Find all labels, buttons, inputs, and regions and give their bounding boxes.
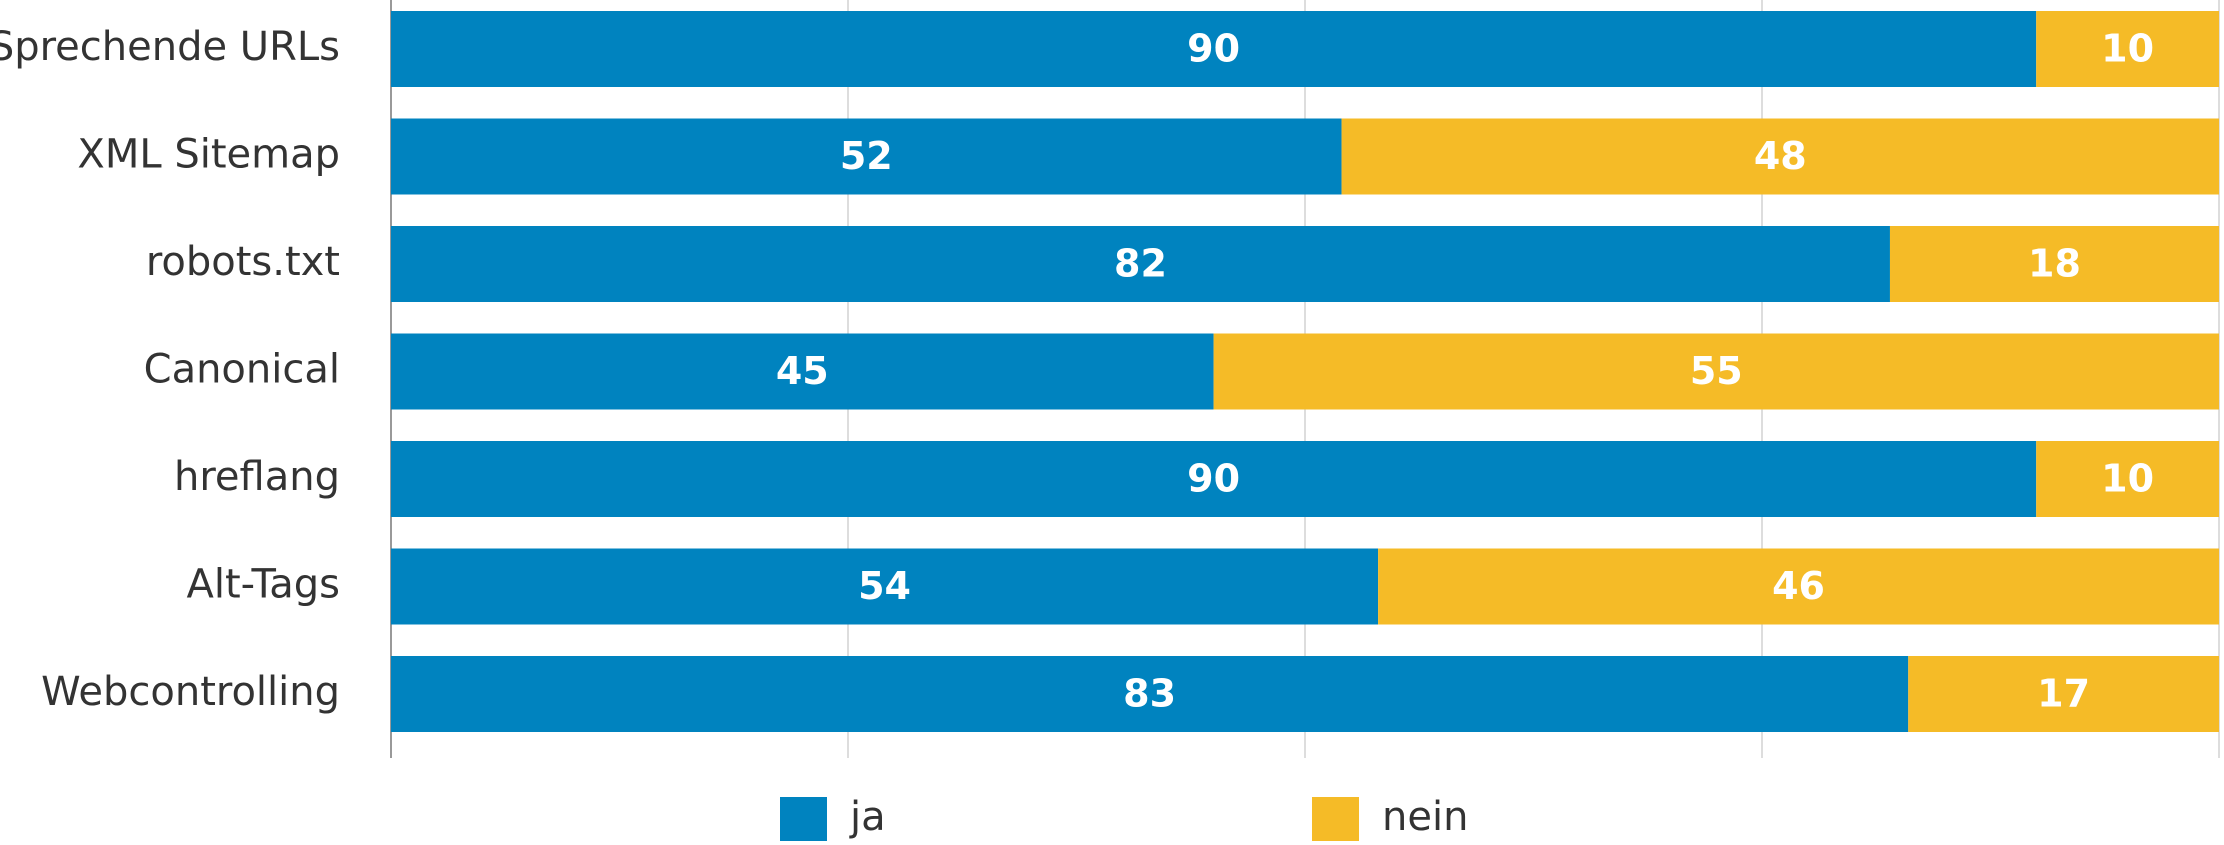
bar-segment <box>2036 441 2219 517</box>
bar-segment <box>391 333 1214 410</box>
value-label: 54 <box>858 564 911 608</box>
y-tick-label: Alt-Tags <box>187 562 340 608</box>
value-label: 45 <box>776 349 829 393</box>
bar-segment <box>1908 656 2219 732</box>
value-label: 10 <box>2101 457 2154 501</box>
bar-segment <box>391 118 1342 195</box>
bar-segment <box>391 441 2037 517</box>
value-label: 82 <box>1114 242 1167 286</box>
legend-swatch <box>1312 797 1359 841</box>
bar-segment <box>1213 333 2219 410</box>
y-tick-label: XML Sitemap <box>77 132 340 178</box>
bar-segment <box>1889 226 2219 302</box>
value-label: 52 <box>840 134 893 178</box>
y-tick-label: robots.txt <box>146 239 340 285</box>
value-label: 90 <box>1187 27 1240 71</box>
value-label: 18 <box>2028 242 2081 286</box>
bar-segment <box>1341 118 2219 195</box>
y-tick-label: Canonical <box>144 347 340 393</box>
value-label: 48 <box>1754 134 1807 178</box>
bar-segment <box>391 226 1890 302</box>
bar-segment <box>391 11 2037 87</box>
bar-segment <box>2036 11 2219 87</box>
bar-segment <box>391 656 1909 732</box>
y-tick-label: Webcontrolling <box>41 669 340 715</box>
value-label: 55 <box>1690 349 1743 393</box>
value-label: 17 <box>2037 672 2090 716</box>
y-tick-label: Sprechende URLs <box>0 24 340 70</box>
bar-segment <box>391 548 1379 625</box>
value-label: 46 <box>1772 564 1825 608</box>
bar-segment <box>1378 548 2219 625</box>
legend-label: nein <box>1382 794 1468 840</box>
y-tick-label: hreflang <box>174 454 340 500</box>
value-label: 83 <box>1123 672 1176 716</box>
value-label: 90 <box>1187 457 1240 501</box>
legend-swatch <box>780 797 827 841</box>
value-label: 10 <box>2101 27 2154 71</box>
legend-label: ja <box>849 794 886 840</box>
